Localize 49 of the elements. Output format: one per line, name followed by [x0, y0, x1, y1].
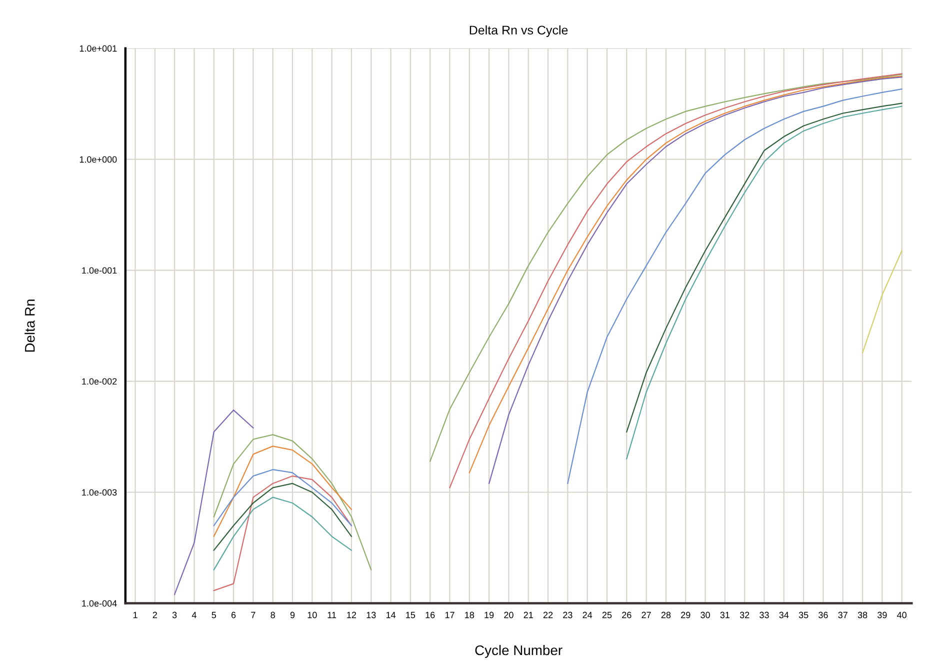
x-tick-label: 33: [760, 612, 769, 618]
x-tick-label: 35: [798, 612, 808, 618]
x-tick-label: 18: [465, 612, 474, 618]
y-tick-label: 1.0e-001: [82, 267, 117, 274]
x-tick-label: 3: [172, 612, 177, 618]
x-tick-label: 26: [622, 612, 632, 618]
x-tick-label: 1: [133, 612, 138, 618]
x-tick-label: 22: [543, 612, 553, 618]
x-tick-label: 40: [897, 612, 907, 618]
x-tick-label: 30: [700, 612, 710, 618]
x-tick-label: 9: [290, 612, 295, 618]
y-tick-label: 1.0e-003: [82, 489, 117, 496]
y-tick-label: 1.0e+000: [80, 156, 117, 163]
x-tick-label: 28: [661, 612, 671, 618]
x-tick-label: 21: [524, 612, 533, 618]
x-tick-label: 10: [308, 612, 317, 618]
x-tick-label: 2: [152, 612, 157, 618]
x-tick-label: 12: [347, 612, 356, 618]
x-tick-label: 8: [270, 612, 275, 618]
x-tick-label: 16: [426, 612, 435, 618]
x-tick-label: 11: [328, 612, 336, 618]
x-tick-label: 39: [878, 612, 887, 618]
chart-title: Delta Rn vs Cycle: [470, 25, 568, 38]
x-tick-label: 37: [838, 612, 848, 618]
y-tick-label: 1.0e+001: [80, 45, 117, 52]
x-tick-label: 19: [484, 612, 494, 618]
x-tick-label: 4: [192, 612, 196, 618]
x-tick-label: 13: [366, 612, 376, 618]
y-axis-title: Delta Rn: [24, 300, 35, 352]
x-tick-label: 31: [720, 612, 730, 618]
x-tick-label: 23: [563, 612, 572, 618]
x-tick-label: 27: [642, 612, 651, 618]
x-tick-label: 34: [779, 612, 789, 618]
x-tick-label: 5: [212, 612, 216, 618]
x-tick-label: 36: [818, 612, 828, 618]
x-tick-label: 25: [602, 612, 612, 618]
x-tick-label: 29: [681, 612, 690, 618]
y-tick-label: 1.0e-004: [82, 600, 117, 607]
x-tick-label: 14: [386, 612, 396, 618]
x-tick-label: 24: [582, 612, 592, 618]
x-tick-label: 38: [858, 612, 868, 618]
x-tick-label: 17: [445, 612, 454, 618]
x-tick-label: 7: [251, 612, 256, 618]
x-tick-label: 15: [406, 612, 416, 618]
y-tick-label: 1.0e-002: [82, 378, 117, 385]
x-tick-label: 20: [504, 612, 514, 618]
x-tick-label: 32: [740, 612, 750, 618]
x-tick-label: 6: [231, 612, 236, 618]
x-axis-title: Cycle Number: [475, 644, 562, 658]
